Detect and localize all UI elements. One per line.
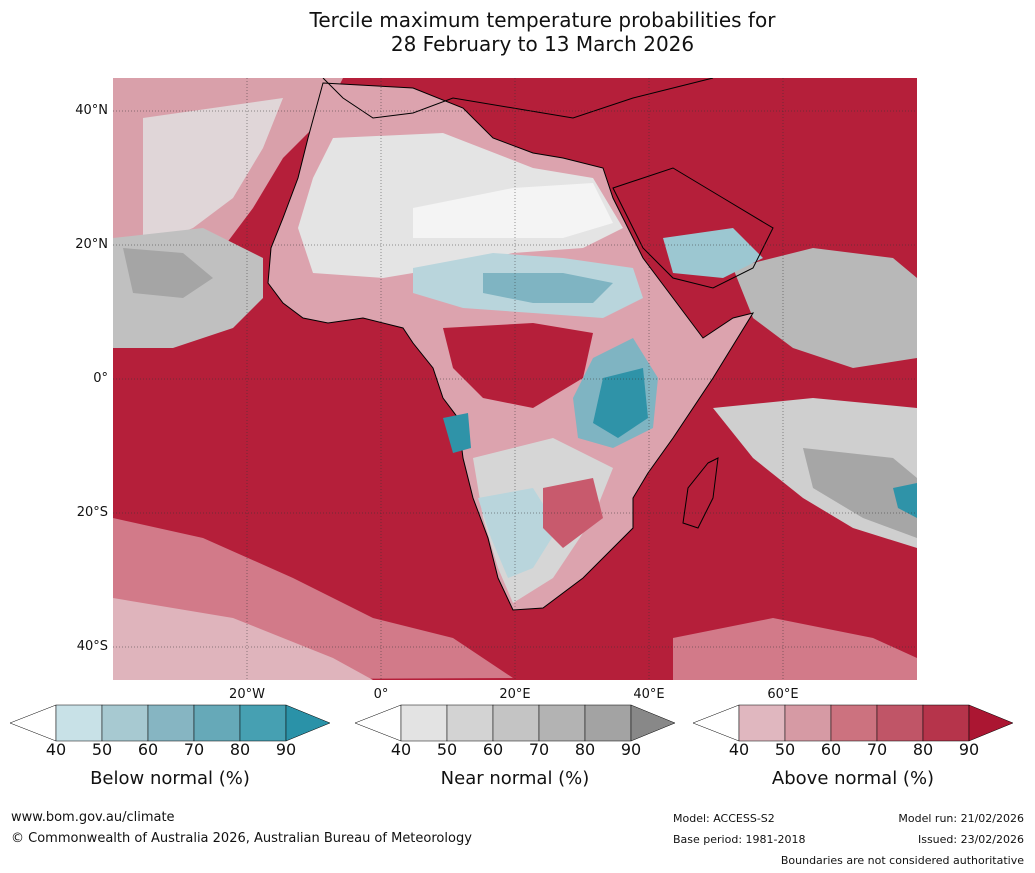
sahara-white	[413, 183, 613, 238]
colorbar-near-seg-0	[354, 704, 402, 742]
lat-label-20s: 20°S	[76, 505, 108, 520]
lat-label-40n: 40°N	[75, 103, 108, 118]
colorbar-above-normal	[692, 704, 1014, 742]
south-atlantic-pale	[113, 598, 373, 680]
tick-near-50: 50	[436, 740, 458, 759]
colorbar-near-seg-6	[630, 704, 676, 742]
colorbar-below-seg-1	[55, 704, 103, 742]
colorbar-below-seg-3	[147, 704, 195, 742]
colorbar-above-seg-2	[784, 704, 832, 742]
colorbar-below-normal	[9, 704, 331, 742]
arabian-sea-grey	[733, 248, 917, 368]
footer-disclaimer: Boundaries are not considered authoritat…	[780, 854, 1024, 867]
tick-near-70: 70	[528, 740, 550, 759]
tick-above-90: 90	[958, 740, 980, 759]
lat-label-40s: 40°S	[76, 639, 108, 654]
colorbar-near-seg-2	[446, 704, 494, 742]
colorbar-near-normal	[354, 704, 676, 742]
lon-label-20w: 20°W	[229, 687, 265, 702]
lon-label-40e: 40°E	[633, 687, 665, 702]
colorbar-above-seg-4	[876, 704, 924, 742]
lon-label-20e: 20°E	[499, 687, 531, 702]
tick-near-80: 80	[574, 740, 596, 759]
lat-label-20n: 20°N	[75, 237, 108, 252]
europe-coast	[322, 78, 714, 119]
map-title: Tercile maximum temperature probabilitie…	[0, 8, 1035, 56]
colorbar-below-seg-2	[101, 704, 149, 742]
colorbar-near-seg-4	[538, 704, 586, 742]
colorbar-above-seg-6	[968, 704, 1014, 742]
lat-label-0: 0°	[93, 371, 108, 386]
madagascar	[682, 457, 719, 529]
footer-copyright: © Commonwealth of Australia 2026, Austra…	[11, 831, 472, 846]
indian-ocean-grey-dark	[803, 448, 917, 538]
lon-label-0: 0°	[373, 687, 389, 702]
arabian-peninsula	[612, 167, 774, 289]
colorbar-below-seg-0	[9, 704, 57, 742]
indian-ocean-below	[893, 483, 917, 518]
southern-africa-below	[478, 488, 558, 578]
colorbar-near-seg-1	[400, 704, 448, 742]
legend-above-normal	[692, 704, 1014, 742]
map-svg	[113, 78, 917, 680]
legend-below-normal	[9, 704, 331, 742]
east-africa-below-dark	[593, 368, 648, 438]
arabia-below	[663, 228, 763, 278]
colorbar-near-seg-5	[584, 704, 632, 742]
colorbar-above-seg-5	[922, 704, 970, 742]
tick-above-50: 50	[774, 740, 796, 759]
footer-issued: Issued: 23/02/2026	[917, 833, 1024, 846]
colorbar-below-seg-5	[239, 704, 287, 742]
tick-near-40: 40	[390, 740, 412, 759]
footer-model-run: Model run: 21/02/2026	[898, 812, 1024, 825]
tick-below-90: 90	[275, 740, 297, 759]
atlantic-north-near	[143, 98, 283, 248]
colorbar-above-seg-3	[830, 704, 878, 742]
tick-above-80: 80	[912, 740, 934, 759]
tick-above-40: 40	[728, 740, 750, 759]
tick-above-70: 70	[866, 740, 888, 759]
legend-title-near: Near normal (%)	[440, 768, 590, 789]
tick-below-40: 40	[45, 740, 67, 759]
graticule	[113, 78, 917, 680]
tick-below-70: 70	[183, 740, 205, 759]
probability-map	[113, 78, 917, 680]
legend-title-above: Above normal (%)	[771, 768, 935, 789]
colorbar-below-seg-6	[285, 704, 331, 742]
equatorial-above	[443, 323, 593, 408]
colorbar-below-seg-4	[193, 704, 241, 742]
title-line-1: Tercile maximum temperature probabilitie…	[309, 8, 776, 32]
legend-near-normal	[354, 704, 676, 742]
legend-title-below: Below normal (%)	[90, 768, 250, 789]
tick-near-90: 90	[620, 740, 642, 759]
tick-above-60: 60	[820, 740, 842, 759]
tick-near-60: 60	[482, 740, 504, 759]
footer-model: Model: ACCESS-S2	[673, 812, 775, 825]
sahel-below-mid	[483, 273, 613, 303]
indian-ocean-south-light	[673, 618, 917, 680]
tick-below-50: 50	[91, 740, 113, 759]
footer-base-period: Base period: 1981-2018	[673, 833, 806, 846]
colorbar-near-seg-3	[492, 704, 540, 742]
tick-below-80: 80	[229, 740, 251, 759]
angola-below	[443, 413, 471, 453]
tick-below-60: 60	[137, 740, 159, 759]
title-line-2: 28 February to 13 March 2026	[390, 32, 695, 56]
colorbar-above-seg-1	[738, 704, 786, 742]
colorbar-above-seg-0	[692, 704, 740, 742]
lon-label-60e: 60°E	[767, 687, 799, 702]
footer-website-link[interactable]: www.bom.gov.au/climate	[11, 810, 175, 825]
atlantic-grey-dark	[123, 248, 213, 298]
